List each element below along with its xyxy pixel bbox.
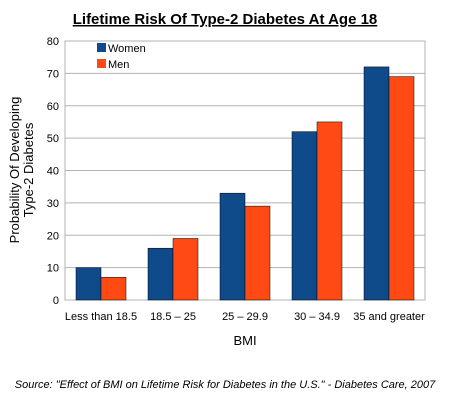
y-tick-label: 60 xyxy=(47,101,59,113)
x-tick-label: 30 – 34.9 xyxy=(294,311,340,323)
x-tick-label: 25 – 29.9 xyxy=(222,311,268,323)
x-tick-label: 35 and greater xyxy=(353,311,425,323)
legend-label-women: Women xyxy=(108,43,146,55)
bar-women-4 xyxy=(291,131,318,301)
y-tick-label: 30 xyxy=(47,198,59,210)
bar-women-3 xyxy=(219,192,246,301)
bar-men-4 xyxy=(316,121,343,301)
bar-men-1 xyxy=(100,277,127,301)
bar-women-5 xyxy=(363,66,390,301)
y-tick-label: 10 xyxy=(47,263,59,275)
y-tick-label: 70 xyxy=(47,68,59,80)
y-tick-label: 50 xyxy=(47,133,59,145)
plot-area: 0 10 20 30 40 50 60 70 80 Less than 18.5 18.5 – 25… xyxy=(47,36,426,323)
x-tick-label: Less than 18.5 xyxy=(65,311,137,323)
bar-men-5 xyxy=(388,76,415,301)
source-note: Source: "Effect of BMI on Lifetime Risk … xyxy=(15,379,436,391)
legend-label-men: Men xyxy=(108,59,129,71)
legend: Women Men xyxy=(97,43,146,71)
y-tick-label: 40 xyxy=(47,166,59,178)
legend-swatch-women xyxy=(97,43,106,52)
y-axis-label-line-1: Probability Of Developing xyxy=(7,97,22,244)
x-axis-label: BMI xyxy=(233,333,256,348)
legend-swatch-men xyxy=(97,59,106,68)
y-axis-label-line-2: Type-2 Diabetes xyxy=(21,122,36,217)
bar-women-2 xyxy=(147,247,174,301)
bar-women-1 xyxy=(75,267,102,301)
chart-title: Lifetime Risk Of Type-2 Diabetes At Age … xyxy=(73,11,378,28)
bar-men-2 xyxy=(172,238,199,301)
x-tick-label: 18.5 – 25 xyxy=(150,311,196,323)
y-tick-label: 80 xyxy=(47,36,59,48)
y-tick-label: 20 xyxy=(47,230,59,242)
bar-men-3 xyxy=(244,205,271,301)
y-tick-label: 0 xyxy=(53,295,59,307)
